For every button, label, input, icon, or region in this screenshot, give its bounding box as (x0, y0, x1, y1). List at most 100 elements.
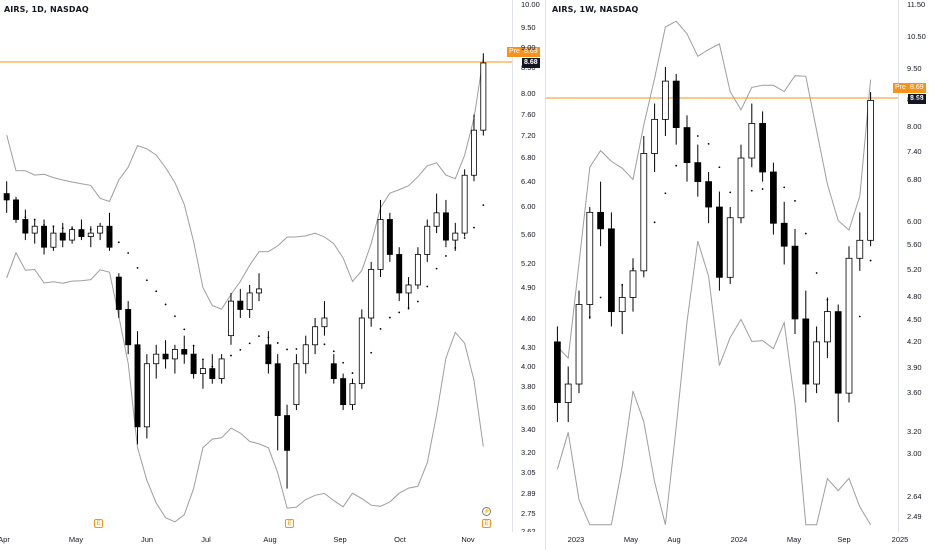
price-tick-label: 4.80 (907, 292, 922, 301)
candle-body (3, 193, 10, 201)
daily-chart-canvas[interactable] (0, 0, 512, 532)
basis-dot (379, 328, 382, 330)
candle-body (640, 153, 648, 272)
price-tick-label: 3.90 (907, 363, 922, 372)
basis-dot (707, 143, 710, 145)
candle (13, 196, 19, 223)
candle-body (396, 254, 403, 294)
candle-body (651, 118, 658, 154)
basis-dot (295, 348, 298, 350)
price-tick-label: 2.64 (907, 492, 922, 501)
candle-body (321, 317, 328, 328)
candle-body (867, 100, 874, 241)
basis-dot (729, 191, 732, 194)
candle (386, 212, 393, 262)
weekly-time-axis[interactable]: 2023 May Aug 2024 May Sep 2025 (546, 532, 932, 550)
candle-body (672, 80, 680, 128)
candle-body (153, 353, 160, 365)
candle (358, 309, 365, 389)
weekly-price-axis[interactable]: Pre 8.69 8.68 11.50 10.50 9.50 8.80 8.00 7.40… (893, 0, 932, 550)
price-tick-label: 4.60 (521, 314, 536, 323)
basis-dot (664, 192, 667, 195)
basis-dot (435, 267, 438, 270)
candle-body (575, 304, 583, 385)
weekly-chart-canvas[interactable] (546, 0, 898, 532)
candle (106, 212, 113, 251)
candle-body (683, 127, 691, 164)
last-price-tag: 8.68 (908, 94, 926, 104)
candle-body (405, 284, 412, 294)
candle-body (554, 341, 561, 403)
time-tick-label: Jun (140, 535, 154, 544)
candle (726, 207, 734, 284)
candle-body (293, 363, 300, 406)
time-tick-label: 2024 (730, 535, 748, 544)
price-tick-label: 9.50 (907, 64, 922, 73)
weekly-chart-pane[interactable]: AIRS, 1W, NASDAQ Pre 8.69 8.68 11.50 10.5… (546, 0, 932, 550)
candle-body (13, 199, 19, 220)
basis-dot (599, 296, 602, 299)
price-tick-label: 7.60 (521, 110, 536, 119)
earnings-icon[interactable]: E (94, 519, 103, 528)
basis-dot (239, 349, 242, 351)
basis-dot (482, 204, 485, 207)
upper-band-line (6, 57, 484, 310)
candle-body (802, 318, 810, 385)
price-tick-label: 3.20 (907, 427, 922, 436)
daily-time-axis[interactable]: Apr May Jun Jul Aug Sep Oct Nov (0, 532, 545, 550)
candle-body (171, 349, 178, 360)
price-tick-label: 10.50 (907, 32, 926, 41)
candle-body (386, 219, 393, 255)
pre-market-price-tag: 8.69 (522, 47, 540, 57)
candle (629, 258, 637, 312)
candle (461, 169, 468, 237)
pre-market-tag-label: Pre (893, 83, 908, 93)
basis-dot (417, 300, 419, 303)
candle (662, 66, 669, 136)
candle (442, 199, 449, 248)
candle-body (125, 309, 132, 346)
upper-band-line (557, 20, 872, 360)
candle (716, 191, 723, 291)
candle (618, 283, 626, 335)
candle-body (41, 225, 48, 248)
price-tick-label: 10.00 (521, 0, 540, 9)
price-tick-label: 3.00 (907, 449, 922, 458)
daily-price-axis[interactable]: Pre 8.69 8.68 10.00 9.50 9.00 8.50 8.00 7.60 7… (507, 0, 545, 550)
candle-body (181, 349, 188, 355)
daily-symbol-label: AIRS, 1D, NASDAQ (4, 5, 89, 14)
candle (199, 358, 206, 389)
candle-body (87, 232, 94, 237)
lightning-icon[interactable]: ⚡ (482, 507, 491, 516)
basis-dot (286, 348, 288, 351)
candle-body (246, 292, 253, 310)
price-tick-label: 8.00 (521, 89, 536, 98)
candle-body (791, 245, 799, 320)
time-tick-label: 2023 (567, 535, 585, 544)
price-tick-label: 2.62 (521, 527, 536, 536)
time-tick-label: Sep (837, 535, 851, 544)
candle-body (115, 276, 122, 310)
candle-body (143, 363, 150, 428)
daily-chart-pane[interactable]: AIRS, 1D, NASDAQ Pre 8.69 8.68 10.00 9.50… (0, 0, 546, 550)
candle-body (256, 288, 262, 294)
candle (78, 219, 85, 241)
candle (597, 181, 604, 247)
candle (575, 290, 583, 394)
price-tick-label: 4.00 (521, 362, 536, 371)
basis-dot (164, 303, 167, 306)
basis-dot (398, 311, 401, 314)
candle-body (69, 229, 76, 241)
basis-dot (815, 272, 818, 274)
candle (22, 209, 29, 241)
weekly-symbol-label: AIRS, 1W, NASDAQ (552, 5, 639, 14)
earnings-icon[interactable]: E (482, 519, 491, 528)
earnings-icon[interactable]: E (285, 519, 294, 528)
candle-body (162, 353, 169, 360)
candle (171, 344, 178, 374)
candle (377, 199, 384, 278)
candle (672, 73, 680, 145)
candle-body (237, 300, 244, 310)
candle (705, 171, 712, 224)
basis-dot (370, 351, 373, 354)
